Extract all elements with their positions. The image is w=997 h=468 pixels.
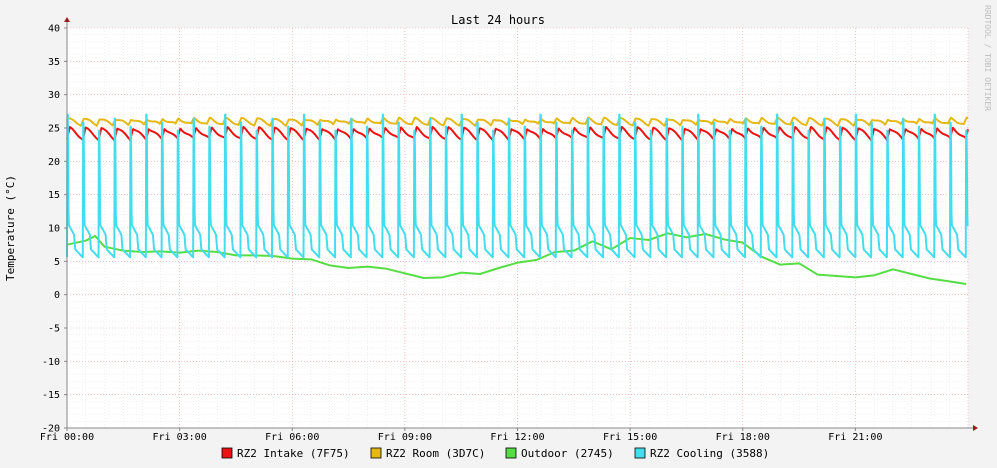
legend-swatch <box>505 447 517 459</box>
y-tick-label: 0 <box>54 290 60 301</box>
chart-title: Last 24 hours <box>451 13 545 27</box>
x-tick-label: Fri 09:00 <box>378 432 432 443</box>
y-tick-label: -20 <box>42 424 60 435</box>
y-tick-label: 15 <box>48 190 60 201</box>
legend-swatch <box>221 447 233 459</box>
y-tick-label: 20 <box>48 157 60 168</box>
legend-item: RZ2 Cooling (3588) <box>634 447 769 460</box>
y-tick-label: 30 <box>48 90 60 101</box>
legend-label: RZ2 Intake (7F75) <box>237 447 350 460</box>
legend-label: RZ2 Cooling (3588) <box>650 447 769 460</box>
y-axis-label: Temperature (°C) <box>4 175 17 281</box>
legend-swatch <box>370 447 382 459</box>
x-tick-label: Fri 15:00 <box>603 432 657 443</box>
legend-label: Outdoor (2745) <box>521 447 614 460</box>
legend: RZ2 Intake (7F75) RZ2 Room (3D7C) Outdoor … <box>221 447 769 460</box>
series-line-1 <box>66 116 969 127</box>
x-axis-arrow-icon <box>973 425 978 431</box>
x-tick-label: Fri 12:00 <box>490 432 544 443</box>
series-line-0 <box>66 125 969 142</box>
x-tick-label: Fri 00:00 <box>40 432 94 443</box>
y-tick-label: -5 <box>48 324 60 335</box>
legend-label: RZ2 Room (3D7C) <box>386 447 485 460</box>
x-tick-label: Fri 03:00 <box>153 432 207 443</box>
axes <box>64 17 978 431</box>
rrdtool-watermark: RRDTOOL / TOBI OETIKER <box>983 5 992 111</box>
y-tick-label: 35 <box>48 57 60 68</box>
y-tick-label: -10 <box>42 357 60 368</box>
y-tick-label: 40 <box>48 24 60 35</box>
y-axis-arrow-icon <box>64 17 70 22</box>
legend-item: RZ2 Room (3D7C) <box>370 447 485 460</box>
y-tick-label: 10 <box>48 224 60 235</box>
x-tick-label: Fri 21:00 <box>828 432 882 443</box>
y-tick-label: 5 <box>54 257 60 268</box>
legend-item: RZ2 Intake (7F75) <box>221 447 350 460</box>
y-tick-label: 25 <box>48 124 60 135</box>
legend-item: Outdoor (2745) <box>505 447 614 460</box>
x-tick-label: Fri 18:00 <box>716 432 770 443</box>
series-line-3 <box>66 113 969 259</box>
y-tick-label: -15 <box>42 390 60 401</box>
grid <box>66 27 969 429</box>
series-layer <box>66 113 969 285</box>
x-tick-label: Fri 06:00 <box>265 432 319 443</box>
legend-swatch <box>634 447 646 459</box>
